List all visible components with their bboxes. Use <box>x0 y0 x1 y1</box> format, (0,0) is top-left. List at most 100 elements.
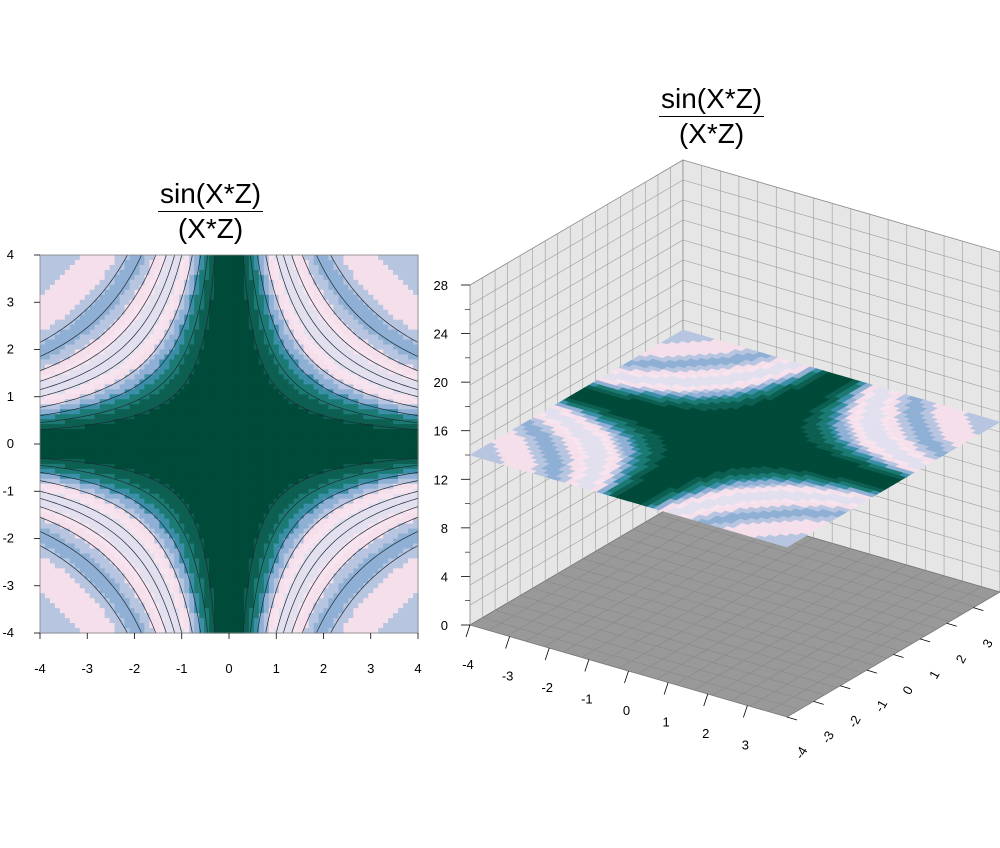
contour-cell <box>358 473 364 480</box>
contour-cell <box>318 563 325 569</box>
contour-cell <box>248 369 255 375</box>
contour-cell <box>278 468 285 475</box>
contour-cell <box>219 339 225 346</box>
contour-cell <box>174 394 180 400</box>
contour-cell <box>323 618 330 624</box>
contour-cell <box>59 319 66 326</box>
contour-cell <box>268 424 275 430</box>
contour-cell <box>124 588 131 594</box>
contour-cell <box>358 558 364 564</box>
contour-cell <box>49 379 56 385</box>
contour-cell <box>169 255 175 261</box>
contour-cell <box>229 463 235 470</box>
contour-cell <box>313 448 320 455</box>
contour-cell <box>104 344 111 351</box>
contour-cell <box>40 314 46 321</box>
contour-cell <box>313 264 320 271</box>
contour-cell <box>114 279 121 286</box>
contour-cell <box>308 588 315 594</box>
contour-cell <box>189 394 195 400</box>
contour-cell <box>233 299 240 306</box>
contour-cell <box>253 359 260 366</box>
contour-cell <box>89 379 96 385</box>
contour-cell <box>303 518 310 525</box>
contour-cell <box>179 354 185 361</box>
contour-cell <box>328 369 335 375</box>
contour-cell <box>144 508 151 515</box>
contour-cell <box>278 623 285 629</box>
contour-cell <box>134 284 141 291</box>
contour-cell <box>303 364 310 370</box>
contour-cell <box>199 354 205 361</box>
contour-cell <box>283 344 290 351</box>
contour-cell <box>343 543 349 550</box>
contour-cell <box>49 255 56 261</box>
contour-cell <box>333 334 340 341</box>
contour-cell <box>119 598 126 604</box>
contour-cell <box>144 404 151 410</box>
contour-cell <box>59 439 66 445</box>
contour-cell <box>64 379 71 385</box>
contour-cell <box>358 463 364 470</box>
contour-cell <box>268 309 275 316</box>
contour-cell <box>263 255 270 261</box>
contour-cell <box>308 458 315 465</box>
contour-cell <box>194 568 200 574</box>
contour-cell <box>199 279 205 286</box>
contour-cell <box>174 439 180 445</box>
contour-cell <box>263 439 270 445</box>
contour-cell <box>69 468 76 475</box>
contour-cell <box>74 593 81 599</box>
contour-cell <box>273 523 280 530</box>
contour-cell <box>64 533 71 540</box>
contour-cell <box>343 324 349 331</box>
contour-cell <box>323 444 330 450</box>
contour-cell <box>40 394 46 400</box>
contour-cell <box>89 314 96 321</box>
contour-cell <box>273 344 280 351</box>
contour-cell <box>288 329 295 336</box>
contour-cell <box>139 458 146 465</box>
contour-cell <box>144 623 151 629</box>
contour-cell <box>119 498 126 505</box>
contour-cell <box>229 503 235 510</box>
contour-cell <box>253 603 260 609</box>
contour-cell <box>229 279 235 286</box>
contour-cell <box>303 628 310 634</box>
contour-cell <box>69 354 76 361</box>
contour-cell <box>139 563 146 569</box>
contour-cell <box>184 434 190 440</box>
contour-cell <box>154 533 160 540</box>
contour-cell <box>298 359 305 366</box>
contour-cell <box>278 498 285 505</box>
contour-cell <box>283 453 290 460</box>
contour-cell <box>49 299 56 306</box>
contour-cell <box>40 429 46 435</box>
contour-cell <box>224 488 230 495</box>
contour-cell <box>318 478 325 485</box>
contour-cell <box>298 264 305 271</box>
contour-cell <box>199 483 205 490</box>
contour-cell <box>154 369 160 375</box>
contour-cell <box>204 628 210 634</box>
contour-cell <box>64 588 71 594</box>
contour-cell <box>248 419 255 425</box>
contour-cell <box>298 419 305 425</box>
contour-cell <box>328 414 335 420</box>
contour-cell <box>154 568 160 574</box>
contour-cell <box>318 468 325 475</box>
contour-cell <box>69 523 76 530</box>
contour-cell <box>144 394 151 400</box>
contour-cell <box>318 628 325 634</box>
contour-cell <box>144 533 151 540</box>
contour-cell <box>229 274 235 281</box>
contour-cell <box>184 289 190 296</box>
contour-cell <box>303 359 310 366</box>
contour-cell <box>109 478 116 485</box>
contour-cell <box>278 369 285 375</box>
contour-cell <box>199 618 205 624</box>
contour-cell <box>89 279 96 286</box>
contour-cell <box>189 409 195 415</box>
contour-cell <box>49 399 56 405</box>
